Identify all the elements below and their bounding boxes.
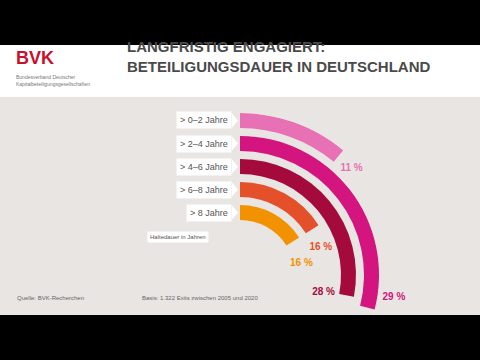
svg-text:Haltedauer in Jahren: Haltedauer in Jahren	[150, 234, 206, 240]
svg-text:> 8 Jahre: > 8 Jahre	[190, 208, 228, 218]
svg-text:> 2–4 Jahre: > 2–4 Jahre	[180, 139, 228, 149]
svg-text:Basis: 1.322 Exits zwischen 20: Basis: 1.322 Exits zwischen 2005 und 202…	[142, 295, 258, 301]
svg-text:BVK: BVK	[16, 48, 54, 68]
svg-text:29 %: 29 %	[383, 291, 406, 302]
svg-text:> 4–6 Jahre: > 4–6 Jahre	[180, 162, 228, 172]
svg-text:16 %: 16 %	[309, 241, 332, 252]
svg-text:16 %: 16 %	[290, 257, 313, 268]
svg-text:> 0–2 Jahre: > 0–2 Jahre	[180, 115, 228, 125]
svg-text:Quelle: BVK-Recherchen: Quelle: BVK-Recherchen	[17, 295, 84, 301]
svg-text:Bundesverband DeutscherKapital: Bundesverband DeutscherKapitalbeteiligun…	[16, 74, 90, 87]
svg-text:11 %: 11 %	[341, 162, 363, 173]
svg-text:LANGFRISTIG ENGAGIERT:BETEILIG: LANGFRISTIG ENGAGIERT:BETEILIGUNGSDAUER …	[127, 38, 431, 75]
svg-text:28 %: 28 %	[312, 286, 335, 297]
svg-text:> 6–8 Jahre: > 6–8 Jahre	[180, 185, 228, 195]
